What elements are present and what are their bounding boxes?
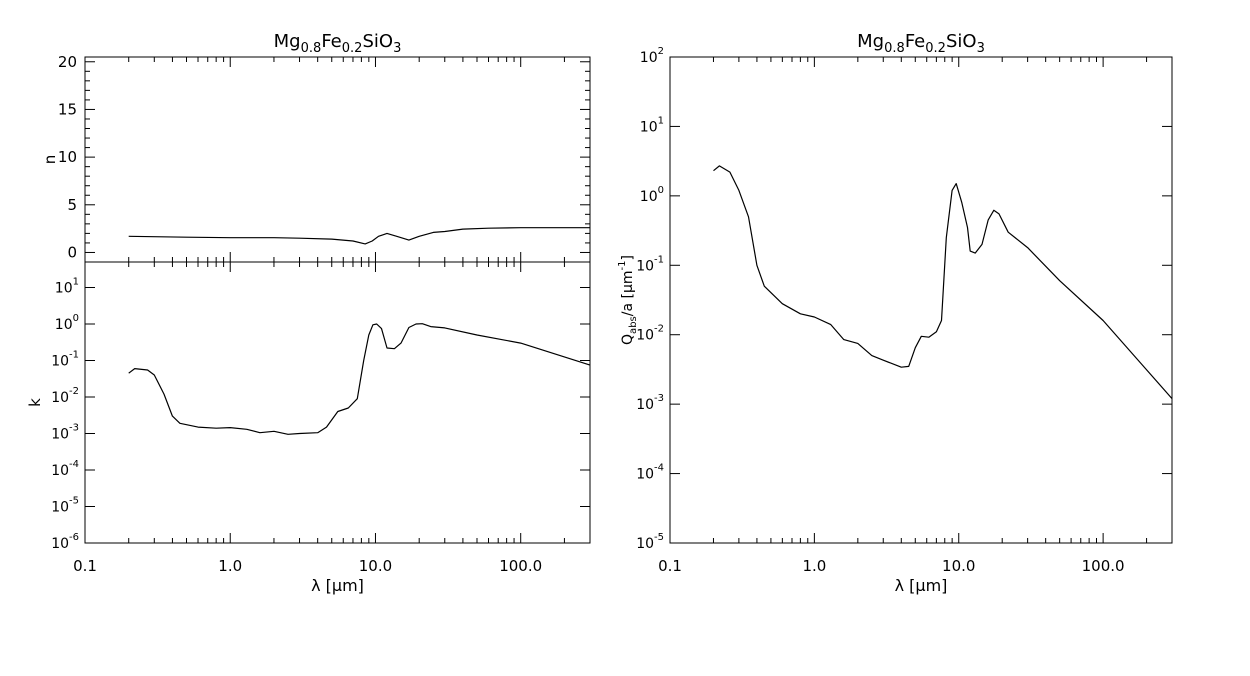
y-tick-label: 10-4 [636, 463, 664, 483]
x-tick-label: 10.0 [359, 557, 392, 575]
y-tick-label: 10-3 [636, 393, 664, 413]
x-tick-label: 10.0 [942, 557, 975, 575]
chart-title: Mg0.8Fe0.2SiO3 [857, 31, 985, 56]
y-tick-label: 0 [67, 243, 77, 261]
data-line [128, 323, 591, 435]
x-tick-label: 100.0 [1082, 557, 1125, 575]
y-axis-label: n [41, 155, 59, 165]
plot-frame [84, 56, 591, 263]
y-tick-label: 15 [58, 100, 77, 118]
chart-title: Mg0.8Fe0.2SiO3 [274, 31, 402, 56]
y-tick-label: 10-6 [51, 532, 79, 552]
y-tick-label: 10-4 [51, 459, 79, 479]
panel-qabs: 0.1 1.0 10.0 100.0 102 101 100 10-1 10-2 10-3 10-4… [617, 31, 1173, 595]
x-axis-label: λ [μm] [311, 576, 364, 595]
y-tick-label: 10-5 [636, 532, 664, 552]
y-axis-label: Qabs/a [μm-1] [617, 255, 639, 345]
y-tick-label: 10-2 [636, 324, 664, 344]
y-tick-label: 100 [640, 185, 664, 205]
data-line [713, 165, 1173, 399]
y-tick-label: 5 [67, 196, 77, 214]
x-tick-label: 100.0 [499, 557, 542, 575]
x-tick-label: 0.1 [658, 557, 682, 575]
x-axis-label: λ [μm] [895, 576, 948, 595]
panel-n: 0 5 10 15 20 Mg0.8Fe0.2SiO3 n [41, 31, 591, 263]
y-tick-label: 10-2 [51, 386, 79, 406]
y-tick-label: 102 [640, 46, 664, 66]
y-tick-label: 100 [55, 313, 79, 333]
y-axis-label: k [26, 398, 44, 407]
y-tick-label: 20 [58, 53, 77, 71]
plot-frame [84, 261, 591, 544]
x-tick-label: 0.1 [73, 557, 97, 575]
y-tick-label: 10-3 [51, 423, 79, 443]
y-tick-label: 101 [55, 277, 79, 297]
x-tick-label: 1.0 [218, 557, 242, 575]
y-tick-label: 10-1 [636, 254, 664, 274]
y-tick-label: 10 [58, 148, 77, 166]
y-tick-label: 101 [640, 115, 664, 135]
y-tick-label: 10-1 [51, 350, 79, 370]
panel-k: 0.1 1.0 10.0 100.0 101 100 10-1 10-2 10-3 10-4 10-… [26, 261, 591, 595]
plot-frame [669, 56, 1173, 544]
x-tick-label: 1.0 [802, 557, 826, 575]
y-tick-label: 10-5 [51, 496, 79, 516]
data-line [128, 227, 590, 245]
